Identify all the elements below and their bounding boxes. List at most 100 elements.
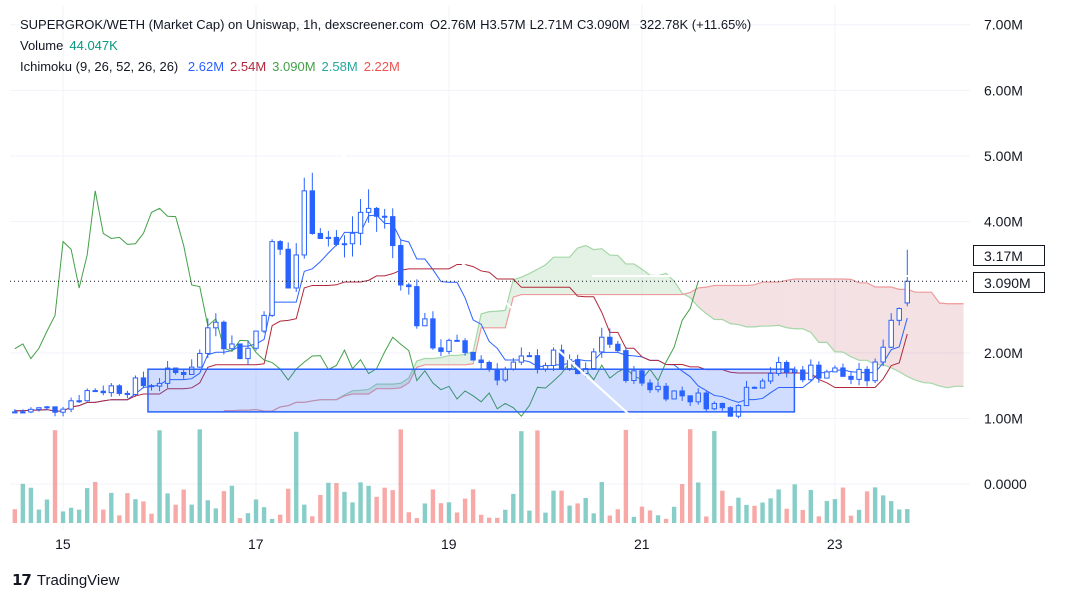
- cloud-segment: [481, 311, 490, 328]
- candle-body: [100, 390, 106, 394]
- cloud-segment: [489, 311, 498, 328]
- volume-bar: [462, 498, 468, 523]
- volume-bar: [446, 502, 452, 523]
- volume-bar: [44, 499, 50, 523]
- candle-body: [800, 369, 806, 381]
- candle-body: [28, 408, 34, 413]
- volume-bar: [422, 503, 428, 523]
- volume-bar: [728, 505, 733, 523]
- volume-bar: [237, 518, 243, 523]
- price-change: 322.78K (+11.65%): [639, 17, 752, 32]
- grid: [10, 5, 970, 530]
- candle-body: [743, 386, 750, 407]
- volume-bar: [792, 484, 797, 523]
- candle-body: [599, 336, 605, 353]
- cloud-segment: [497, 310, 506, 328]
- candle-body: [735, 405, 742, 417]
- candle-body: [269, 241, 275, 316]
- cloud-segment: [706, 285, 715, 320]
- candle-body: [751, 386, 758, 389]
- volume-bar: [117, 515, 122, 523]
- cloud-segment: [730, 285, 739, 325]
- volume-bar: [470, 489, 476, 523]
- volume-bar: [109, 492, 114, 523]
- volume-bar: [326, 482, 331, 523]
- volume-bar: [221, 491, 227, 523]
- volume-bar: [478, 514, 484, 523]
- volume-bar: [213, 508, 219, 523]
- cloud-segment: [714, 285, 723, 320]
- cloud-segment: [650, 275, 659, 295]
- volume-bar: [712, 431, 717, 523]
- volume-bar: [551, 490, 556, 523]
- volume-bar: [583, 497, 588, 523]
- volume-bar: [575, 503, 580, 523]
- candle-body: [84, 390, 90, 402]
- candle-body: [832, 367, 838, 373]
- cloud-segment: [376, 384, 385, 389]
- candle-body: [647, 382, 653, 391]
- candle-body: [180, 372, 187, 375]
- volume-bar: [310, 516, 315, 523]
- candle-body: [695, 392, 701, 403]
- x-tick-label: 17: [248, 536, 264, 552]
- candle-body: [116, 385, 123, 394]
- candle-body: [309, 190, 316, 234]
- candle-body: [816, 364, 822, 379]
- y-tick-label: 0.0000: [984, 476, 1027, 492]
- ichimoku-value-3: 2.58M: [321, 59, 358, 74]
- cloud-segment: [529, 269, 538, 295]
- candle-body: [205, 327, 211, 354]
- candle-body: [301, 190, 307, 256]
- volume-bar: [157, 430, 162, 523]
- volume-bar: [334, 483, 339, 523]
- cloud-segment: [457, 354, 466, 365]
- volume-bar: [631, 516, 637, 523]
- cloud-segment: [907, 289, 916, 381]
- candles: [12, 172, 910, 419]
- volume-bar: [639, 506, 645, 523]
- candle-body: [534, 355, 541, 370]
- cloud-segment: [658, 273, 667, 295]
- cloud-segment: [601, 248, 610, 295]
- candle-body: [140, 377, 147, 387]
- cloud-segment: [625, 263, 634, 295]
- cloud-segment: [851, 279, 860, 361]
- volume-bar: [302, 504, 307, 523]
- candle-body: [687, 395, 693, 403]
- cloud-segment: [818, 279, 827, 343]
- tradingview-logo[interactable]: 𝟭𝟳 TradingView: [12, 571, 120, 590]
- candle-body: [663, 385, 669, 400]
- cloud-segment: [947, 303, 956, 388]
- cloud-segment: [939, 303, 948, 388]
- volume-bar: [744, 504, 749, 523]
- candle-body: [124, 392, 131, 395]
- candle-body: [623, 350, 629, 382]
- candle-body: [896, 308, 902, 321]
- candle-body: [703, 392, 709, 410]
- volume-bar: [808, 489, 814, 523]
- y-tick-label: 5.00M: [984, 148, 1023, 164]
- volume-bar: [607, 515, 612, 523]
- candle-body: [108, 385, 115, 394]
- cloud-segment: [384, 384, 393, 389]
- volume-bar: [679, 484, 685, 523]
- candle-body: [510, 361, 517, 370]
- volume-bar: [905, 509, 910, 523]
- drawings: [10, 112, 970, 423]
- candle-body: [293, 254, 299, 289]
- y-axis: 7.00M 6.00M 5.00M 4.00M 2.00M 1.00M 0.0000: [984, 17, 1027, 492]
- ichimoku-value-2: 3.090M: [272, 59, 316, 74]
- high-price-tag: 3.17M: [973, 245, 1045, 266]
- volume-bar: [760, 502, 765, 523]
- candle-body: [607, 336, 613, 345]
- tradingview-brand: TradingView: [36, 571, 120, 589]
- volume-bar: [342, 491, 347, 523]
- volume-bar: [880, 495, 886, 523]
- volume-bar: [68, 507, 74, 523]
- candle-body: [148, 385, 155, 388]
- candle-body: [526, 355, 533, 358]
- cloud-segment: [609, 255, 618, 295]
- cloud-segment: [826, 279, 835, 352]
